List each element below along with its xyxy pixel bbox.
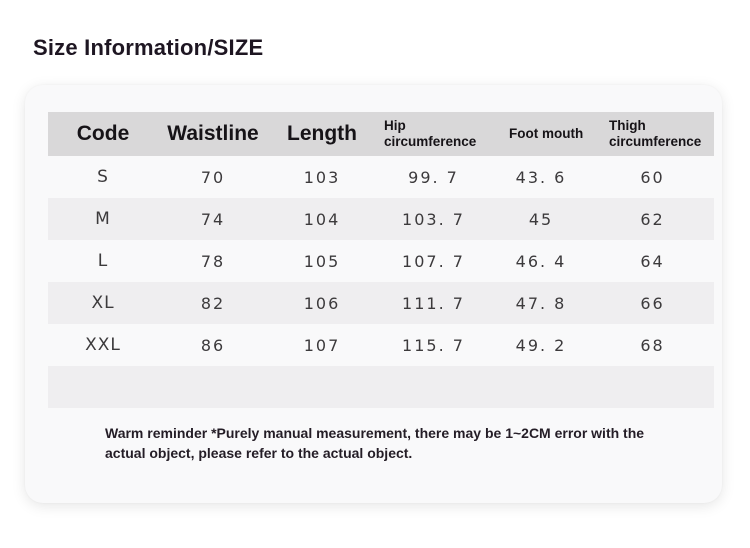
cell-thigh: 60 (640, 167, 665, 187)
size-table-header: Code Waistline Length Hip circumference Foot… (48, 112, 714, 156)
cell-thigh: 66 (640, 293, 665, 313)
cell-length: 106 (303, 293, 341, 313)
cell-waistline: 86 (200, 335, 226, 355)
cell-hip: 99. 7 (408, 167, 459, 187)
cell-length: 103 (303, 167, 341, 187)
size-table-body: S 70 103 99. 7 43. 6 60 M 74 104 103. 7 45 62 L 78 105… (48, 156, 714, 408)
cell-hip: 115. 7 (402, 335, 465, 355)
empty-spacer-row (48, 366, 714, 408)
cell-waistline: 78 (200, 251, 226, 271)
page-title: Size Information/SIZE (33, 35, 264, 60)
column-header-foot: Foot mouth (509, 125, 584, 141)
cell-waistline: 74 (200, 209, 226, 229)
size-table: Code Waistline Length Hip circumference Foot… (48, 112, 714, 408)
cell-foot: 46. 4 (515, 251, 567, 271)
column-header-waistline: Waistline (167, 122, 259, 145)
table-row-s: S 70 103 99. 7 43. 6 60 (48, 156, 714, 198)
cell-hip: 103. 7 (402, 209, 465, 229)
cell-code: XL (91, 293, 115, 313)
column-header-hip: Hip circumference (384, 117, 477, 149)
cell-waistline: 82 (200, 293, 226, 313)
cell-hip: 107. 7 (402, 251, 465, 271)
table-row-l: L 78 105 107. 7 46. 4 64 (48, 240, 714, 282)
cell-hip: 111. 7 (402, 293, 465, 313)
cell-thigh: 68 (640, 335, 665, 355)
cell-thigh: 64 (640, 251, 665, 271)
cell-length: 104 (303, 209, 341, 229)
column-header-length: Length (287, 122, 357, 145)
cell-foot: 45 (528, 209, 554, 229)
cell-code: L (97, 251, 109, 271)
cell-length: 107 (303, 335, 341, 355)
cell-length: 105 (303, 251, 341, 271)
cell-waistline: 70 (200, 167, 226, 187)
cell-code: S (97, 167, 109, 187)
cell-foot: 43. 6 (515, 167, 567, 187)
table-row-xxl: XXL 86 107 115. 7 49. 2 68 (48, 324, 714, 366)
measurement-note: Warm reminder *Purely manual measurement… (105, 425, 645, 462)
column-header-thigh: Thigh circumference (609, 117, 702, 149)
cell-code: M (95, 209, 111, 229)
table-row-m: M 74 104 103. 7 45 62 (48, 198, 714, 240)
header-row: Code Waistline Length Hip circumference Foot… (48, 112, 714, 156)
spacer-cell (48, 366, 714, 408)
table-row-xl: XL 82 106 111. 7 47. 8 66 (48, 282, 714, 324)
column-header-code: Code (76, 122, 130, 145)
cell-foot: 49. 2 (515, 335, 567, 355)
size-chart-card: Code Waistline Length Hip circumference Foot… (25, 85, 722, 503)
cell-thigh: 62 (640, 209, 665, 229)
cell-foot: 47. 8 (515, 293, 567, 313)
cell-code: XXL (85, 335, 121, 355)
